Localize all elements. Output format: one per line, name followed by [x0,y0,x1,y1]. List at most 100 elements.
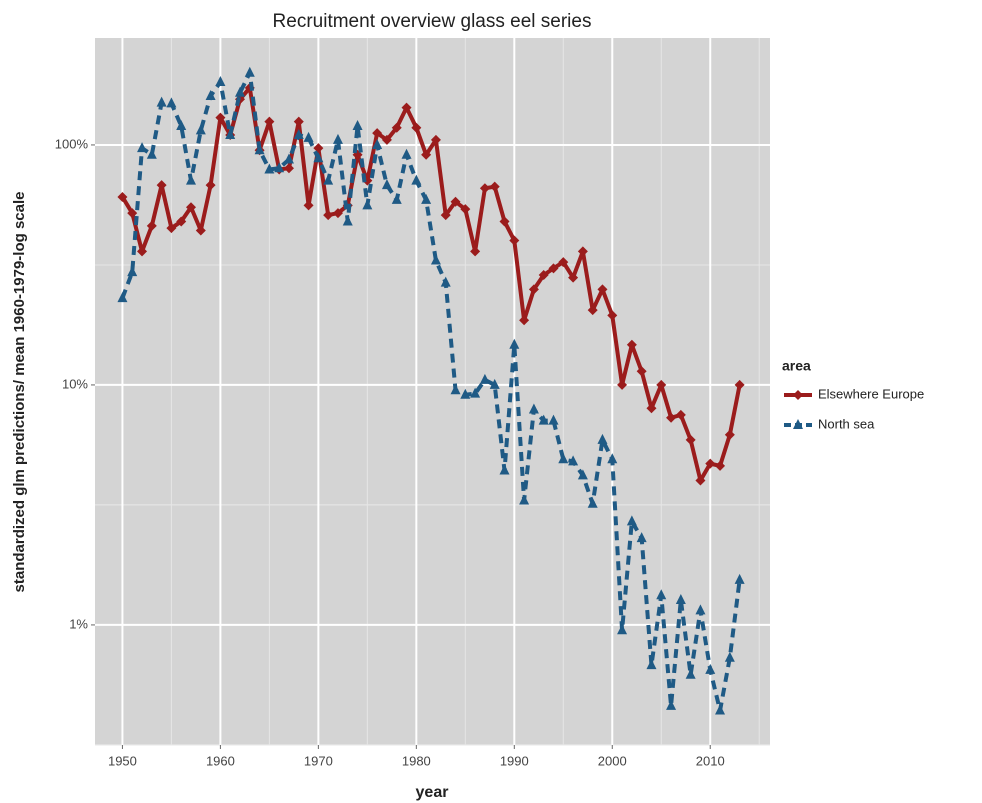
diamond-marker [303,200,314,211]
triangle-marker [656,589,667,600]
triangle-marker [166,97,177,108]
diamond-marker [666,412,677,423]
diamond-marker [215,112,226,123]
triangle-marker [381,179,392,190]
diamond-marker [656,379,667,390]
marks [117,66,745,715]
triangle-marker [303,131,314,142]
y-tick-label: 10% [62,376,88,391]
x-tick-label: 1980 [402,753,431,768]
diamond-marker [381,134,392,145]
triangle-marker [342,215,353,226]
triangle-marker [313,152,324,163]
triangle-marker [146,148,157,159]
triangle-marker [558,453,569,464]
triangle-marker [264,163,275,174]
diamond-marker [117,191,128,202]
triangle-marker [195,124,206,135]
triangle-marker [479,373,490,384]
diamond-marker [489,181,500,192]
diamond-marker [332,208,343,219]
triangle-marker [666,699,677,710]
legend: Elsewhere Europe North sea [784,386,924,431]
triangle-marker [332,133,343,144]
diamond-marker [205,180,216,191]
triangle-marker [685,668,696,679]
diamond-marker [607,310,618,321]
triangle-marker [283,153,294,164]
triangle-marker [391,193,402,204]
diamond-marker [313,143,324,154]
diamond-marker [391,122,402,133]
diamond-marker [401,102,412,113]
triangle-marker [705,663,716,674]
x-tick-label: 1990 [500,753,529,768]
triangle-marker [137,142,148,153]
triangle-marker [274,162,285,173]
diamond-marker [685,434,696,445]
diamond-marker [646,403,657,414]
diamond-marker [137,246,148,257]
triangle-marker [362,199,373,210]
triangle-marker [470,387,481,398]
diamond-marker [617,379,628,390]
triangle-marker [597,433,608,444]
diamond-marker [568,272,579,283]
chart-title: Recruitment overview glass eel series [273,11,592,32]
diamond-marker [793,390,803,400]
x-tick-label: 1960 [206,753,235,768]
diamond-marker [597,284,608,295]
triangle-marker [695,604,706,615]
diamond-marker [146,220,157,231]
triangle-marker [205,89,216,100]
triangle-marker [117,292,128,303]
diamond-marker [548,263,559,274]
diamond-marker [675,409,686,420]
diamond-marker [470,246,481,257]
triangle-marker [617,624,628,635]
x-tick-label: 1970 [304,753,333,768]
x-tick-label: 2000 [598,753,627,768]
triangle-marker [234,86,245,97]
diamond-marker [695,475,706,486]
triangle-marker [724,651,735,662]
diamond-marker [440,210,451,221]
triangle-marker [548,414,559,425]
diamond-marker [734,379,745,390]
triangle-marker [186,174,197,185]
diamond-marker [626,339,637,350]
triangle-marker [372,138,383,149]
triangle-marker [225,129,236,140]
triangle-marker [244,66,255,77]
x-axis-label: year [416,784,449,801]
triangle-marker [499,464,510,475]
diamond-marker [450,196,461,207]
diamond-marker [195,225,206,236]
triangle-marker [254,144,265,155]
diamond-marker [283,163,294,174]
legend-title: area [782,358,811,374]
diamond-marker [479,183,490,194]
triangle-marker [568,455,579,466]
diamond-marker [421,149,432,160]
triangle-marker [293,129,304,140]
triangle-marker [636,532,647,543]
triangle-marker [440,276,451,287]
triangle-marker [176,119,187,130]
triangle-marker [401,148,412,159]
triangle-marker [734,573,745,584]
y-tick-label: 100% [55,136,89,151]
triangle-marker [489,378,500,389]
diamond-marker [430,134,441,145]
diamond-marker [577,246,588,257]
diamond-marker [558,257,569,268]
diamond-marker [528,284,539,295]
series-line [120,85,742,483]
diamond-marker [293,116,304,127]
triangle-marker [607,453,618,464]
triangle-marker [626,515,637,526]
diamond-marker [519,315,530,326]
x-tick-label: 1950 [108,753,137,768]
triangle-marker [675,594,686,605]
